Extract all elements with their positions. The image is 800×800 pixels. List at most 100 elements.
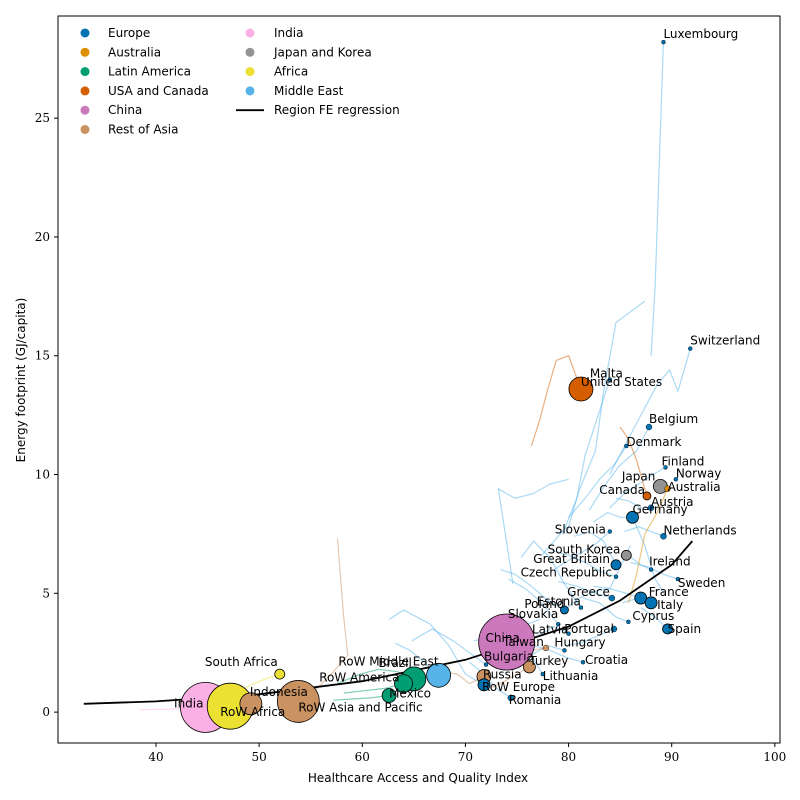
point-taiwan: [542, 644, 550, 652]
point-finland: [663, 465, 668, 470]
label-latvia: Latvia: [532, 623, 569, 637]
label-india: India: [174, 696, 203, 710]
point-bulgaria: [483, 662, 489, 667]
label-switzerland: Switzerland: [690, 334, 760, 348]
axes-layer: 40 50 60 70 80 90 100 0 5 10 15 20 25: [35, 111, 787, 764]
legend-label-china: China: [108, 103, 142, 117]
point-latvia: [566, 631, 571, 636]
label-south-korea: South Korea: [548, 542, 621, 556]
point-row-america: [394, 674, 413, 694]
trajectory-line-46: [343, 683, 404, 694]
trajectory-line-7: [615, 497, 652, 509]
legend-marker-rest-of-asia: [80, 125, 90, 134]
label-sweden: Sweden: [678, 576, 725, 590]
trajectory-line-17: [558, 580, 613, 599]
trajectory-line-5: [568, 445, 627, 518]
label-row-america: RoW America: [319, 671, 399, 685]
legend-marker-latin-america: [80, 67, 90, 77]
point-austria: [647, 504, 655, 511]
label-belgium: Belgium: [649, 412, 698, 426]
point-norway: [673, 477, 679, 482]
legend-marker-middle-east: [245, 86, 255, 96]
x-tick-label-60: 60: [355, 750, 370, 764]
point-great-britain: [610, 559, 622, 571]
x-tick-label-40: 40: [148, 750, 163, 764]
label-denmark: Denmark: [626, 435, 681, 449]
label-czech-republic: Czech Republic: [521, 566, 612, 580]
label-spain: Spain: [668, 622, 702, 636]
label-hungary: Hungary: [554, 635, 605, 649]
x-axis-label: Healthcare Access and Quality Index: [308, 771, 528, 785]
trajectory-line-38: [619, 426, 648, 497]
legend-label-latin-america: Latin America: [108, 65, 191, 79]
point-poland: [560, 605, 569, 615]
trajectory-line-16: [497, 478, 569, 584]
point-romania: [507, 694, 514, 702]
point-switzerland: [688, 346, 693, 351]
point-row-middle-east: [426, 662, 451, 688]
point-row-europe: [477, 678, 491, 692]
x-tick-label-100: 100: [763, 750, 786, 764]
trajectory-line-10: [574, 530, 617, 566]
trajectory-line-36: [631, 517, 667, 597]
trajectory-line-3: [561, 379, 611, 535]
point-germany: [626, 510, 639, 524]
point-estonia: [578, 605, 584, 610]
legend-label-india: India: [274, 26, 303, 40]
plot-frame: [57, 15, 781, 744]
trajectory-line-4: [588, 426, 650, 511]
point-luxembourg: [661, 39, 666, 45]
trajectory-line-35: [564, 545, 631, 611]
legend-label-africa: Africa: [274, 65, 308, 79]
y-tick-label-20: 20: [35, 230, 50, 244]
trajectory-line-47: [333, 694, 390, 701]
point-croatia: [580, 660, 586, 665]
trajectory-line-24: [508, 578, 559, 625]
trajectory-line-18: [593, 585, 641, 599]
legend-label-middle-east: Middle East: [274, 84, 344, 98]
point-malta: [607, 377, 613, 382]
legend-marker-usa-and-canada: [80, 86, 90, 96]
label-russia: Russia: [483, 667, 522, 681]
label-australia: Australia: [668, 480, 721, 494]
label-portugal: Portugal: [564, 622, 614, 636]
label-brazil: Brazil: [378, 656, 412, 670]
label-slovenia: Slovenia: [555, 523, 606, 537]
trajectory-line-39: [627, 488, 669, 603]
trajectory-line-32: [469, 661, 512, 699]
label-austria: Austria: [651, 495, 693, 509]
label-lithuania: Lithuania: [543, 669, 599, 683]
label-bulgaria: Bulgaria: [484, 650, 534, 664]
label-cyprus: Cyprus: [632, 609, 674, 623]
label-estonia: Estonia: [537, 595, 581, 609]
label-slovakia: Slovakia: [508, 607, 558, 621]
label-canada: Canada: [599, 483, 645, 497]
legend-marker-india: [245, 28, 255, 38]
point-south-africa: [274, 668, 286, 680]
label-turkey: Turkey: [528, 654, 568, 668]
point-china: [478, 613, 536, 671]
legend-label-japan-and-korea: Japan and Korea: [273, 45, 372, 59]
point-japan: [652, 479, 668, 494]
legend-label-australia: Australia: [108, 45, 161, 59]
x-tick-label-80: 80: [561, 750, 576, 764]
legend-marker-africa: [245, 67, 255, 77]
label-germany: Germany: [633, 502, 688, 516]
point-hungary: [562, 648, 567, 653]
trajectory-line-21: [520, 540, 582, 608]
point-australia: [664, 485, 671, 492]
trajectory-line-0: [650, 42, 664, 356]
point-france: [634, 591, 648, 605]
point-netherlands: [660, 533, 667, 540]
y-tick-label-0: 0: [42, 705, 50, 719]
trajectory-line-15: [628, 554, 652, 571]
point-united-states: [568, 376, 594, 402]
label-malta: Malta: [590, 367, 623, 381]
legend-marker-europe: [80, 28, 90, 38]
label-indonesia: Indonesia: [250, 685, 308, 699]
trajectory-line-28: [533, 645, 584, 663]
point-portugal: [610, 625, 618, 633]
label-row-asia-and-pacific: RoW Asia and Pacific: [298, 700, 422, 714]
